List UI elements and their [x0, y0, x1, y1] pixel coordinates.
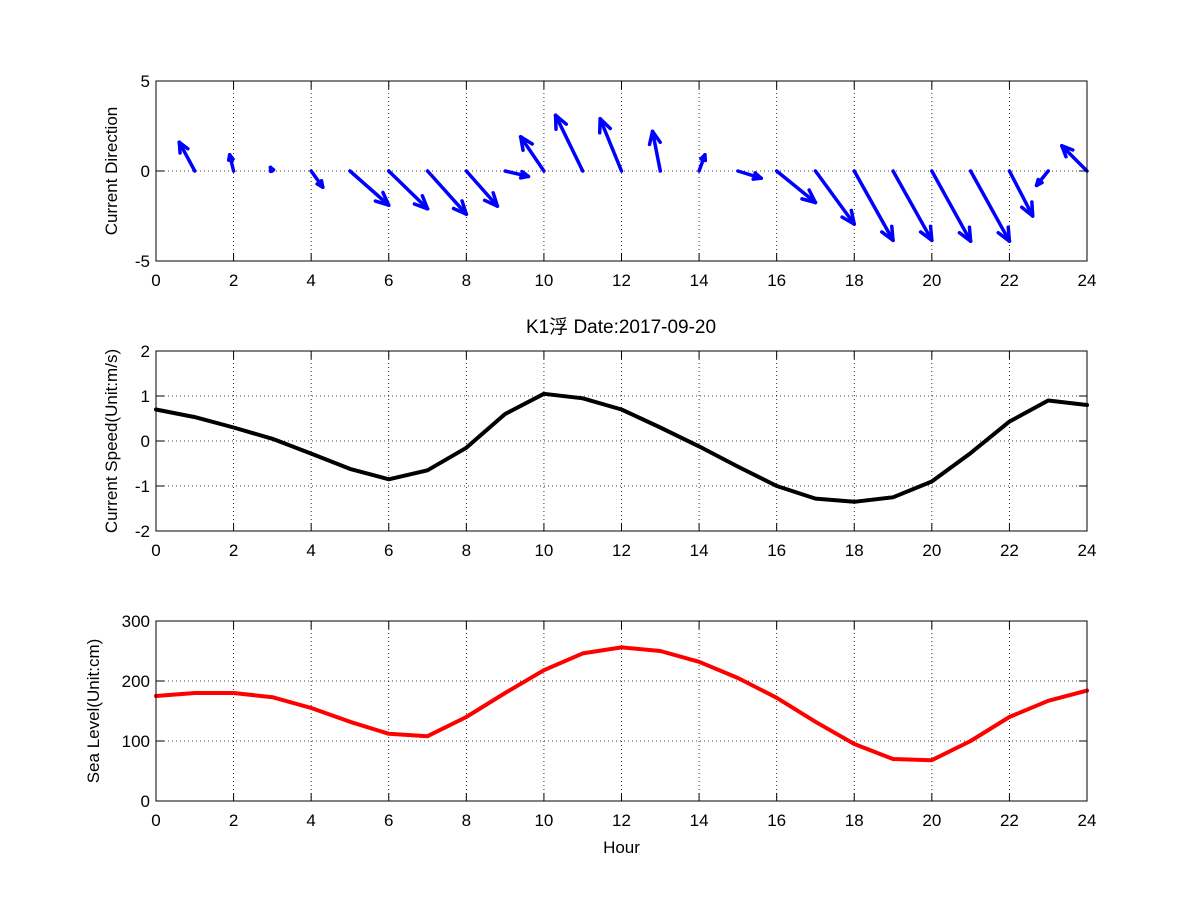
current-direction-arrow [774, 169, 818, 205]
figure-title: K1浮 Date:2017-09-20 [526, 316, 716, 338]
current-direction-x-tick-label: 20 [922, 271, 941, 290]
current-direction-arrow [309, 169, 325, 189]
sea-level-y-tick-label: 100 [122, 732, 150, 751]
current-speed-x-tick-label: 22 [1000, 541, 1019, 560]
sea-level-x-tick-label: 10 [534, 811, 553, 830]
sea-level-x-tick-label: 14 [690, 811, 709, 830]
current-direction-arrow [1007, 169, 1035, 218]
current-direction-arrow [930, 169, 973, 243]
current-speed-series-line [154, 391, 1089, 504]
current-direction-x-tick-label: 24 [1078, 271, 1097, 290]
current-direction-y-tick-label: 5 [141, 72, 150, 91]
current-speed-x-tick-label: 24 [1078, 541, 1097, 560]
sea-level-x-tick-label: 2 [229, 811, 238, 830]
current-direction-arrow [852, 169, 895, 243]
current-direction-arrow [425, 169, 469, 216]
current-direction-arrow [813, 169, 856, 226]
current-speed-x-tick-label: 18 [845, 541, 864, 560]
sea-level-x-tick-label: 12 [612, 811, 631, 830]
current-direction-y-axis-label: Current Direction [102, 107, 121, 236]
current-direction-y-tick-label: 0 [141, 162, 150, 181]
sea-level-plot-area [156, 621, 1087, 801]
sea-level-x-tick-label: 24 [1078, 811, 1097, 830]
current-speed-x-tick-label: 16 [767, 541, 786, 560]
current-direction-arrow [1060, 144, 1089, 173]
current-direction-x-tick-label: 22 [1000, 271, 1019, 290]
current-direction-arrow [268, 165, 276, 174]
current-speed-x-tick-label: 10 [534, 541, 553, 560]
current-direction-x-tick-label: 18 [845, 271, 864, 290]
current-speed-x-tick-label: 8 [462, 541, 471, 560]
current-direction-arrow [647, 129, 663, 173]
current-speed-x-tick-label: 6 [384, 541, 393, 560]
current-direction-x-tick-label: 12 [612, 271, 631, 290]
current-speed-y-tick-label: 2 [141, 342, 150, 361]
current-speed-x-tick-label: 4 [306, 541, 315, 560]
current-speed-x-tick-label: 20 [922, 541, 941, 560]
current-direction-arrow [553, 113, 585, 173]
current-direction-arrow [697, 153, 708, 173]
current-speed-x-tick-label: 12 [612, 541, 631, 560]
current-direction-arrow [387, 169, 430, 211]
sea-level-x-tick-label: 0 [151, 811, 160, 830]
current-speed-x-tick-label: 0 [151, 541, 160, 560]
sea-level-y-tick-label: 200 [122, 672, 150, 691]
current-direction-x-tick-label: 8 [462, 271, 471, 290]
current-direction-x-tick-label: 14 [690, 271, 709, 290]
current-direction-arrow [503, 169, 531, 180]
current-speed-y-tick-label: 0 [141, 432, 150, 451]
current-direction-y-tick-label: -5 [135, 252, 150, 271]
current-direction-x-tick-label: 10 [534, 271, 553, 290]
current-direction-arrow [226, 153, 236, 173]
sea-level-x-tick-label: 6 [384, 811, 393, 830]
current-direction-arrow [464, 169, 500, 208]
sea-level-x-tick-label: 8 [462, 811, 471, 830]
current-direction-arrow [736, 169, 763, 181]
current-speed-plot-area [156, 351, 1087, 531]
sea-level-x-tick-label: 20 [922, 811, 941, 830]
current-direction-arrow [177, 140, 197, 173]
sea-level-y-axis-label: Sea Level(Unit:cm) [84, 639, 103, 784]
current-direction-x-tick-label: 2 [229, 271, 238, 290]
sea-level-series-line [154, 645, 1089, 763]
current-direction-arrow [348, 169, 391, 207]
sea-level-x-tick-label: 18 [845, 811, 864, 830]
current-speed-y-tick-label: 1 [141, 387, 150, 406]
current-speed-x-tick-label: 2 [229, 541, 238, 560]
sea-level-y-tick-label: 0 [141, 792, 150, 811]
current-direction-arrow [518, 135, 546, 173]
sea-level-x-tick-label: 16 [767, 811, 786, 830]
current-direction-x-tick-label: 6 [384, 271, 393, 290]
current-direction-arrow [1034, 169, 1050, 188]
sea-level-x-tick-label: 4 [306, 811, 315, 830]
current-speed-x-tick-label: 14 [690, 541, 709, 560]
sea-level-x-tick-label: 22 [1000, 811, 1019, 830]
current-direction-x-tick-label: 4 [306, 271, 315, 290]
current-direction-arrow [968, 169, 1012, 243]
sea-level-y-tick-label: 300 [122, 612, 150, 631]
current-speed-y-axis-label: Current Speed(Unit:m/s) [102, 349, 121, 533]
current-speed-y-tick-label: -2 [135, 522, 150, 541]
current-speed-y-tick-label: -1 [135, 477, 150, 496]
current-direction-arrow [891, 169, 934, 243]
sea-level-x-axis-label: Hour [603, 838, 640, 857]
current-direction-arrow [597, 117, 624, 173]
current-direction-x-tick-label: 0 [151, 271, 160, 290]
current-direction-x-tick-label: 16 [767, 271, 786, 290]
